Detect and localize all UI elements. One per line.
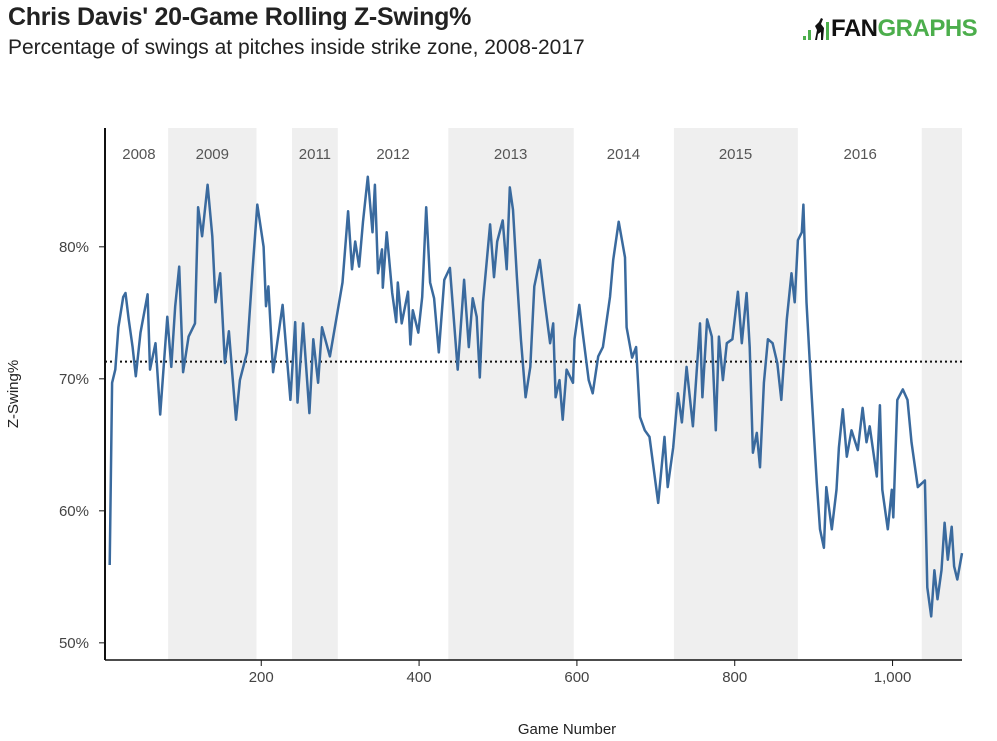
logo-text-fan: FAN xyxy=(831,15,878,42)
season-label-2008: 2008 xyxy=(122,146,155,163)
season-band-2011 xyxy=(292,128,338,660)
season-label-2013: 2013 xyxy=(494,146,527,163)
logo-text-graphs: GRAPHS xyxy=(877,15,978,42)
chart-title: Chris Davis' 20-Game Rolling Z-Swing% xyxy=(8,3,471,31)
season-label-2011: 2011 xyxy=(299,146,331,163)
season-label-2012: 2012 xyxy=(376,146,409,163)
season-label-2016: 2016 xyxy=(844,146,877,163)
axes: 50% 60% 70% 80% 200 400 600 800 1,000 xyxy=(59,128,962,686)
batter-icon xyxy=(803,18,829,40)
season-band-2009 xyxy=(168,128,257,660)
y-tick-label: 70% xyxy=(59,371,89,388)
x-tick-label: 400 xyxy=(407,669,432,686)
series-line-z-swing xyxy=(108,175,964,618)
y-tick-label: 50% xyxy=(59,635,89,652)
season-label-2015: 2015 xyxy=(719,146,752,163)
season-label-2009: 2009 xyxy=(196,146,229,163)
x-tick-label: 1,000 xyxy=(874,669,912,686)
season-bands xyxy=(168,128,962,660)
season-band-2015 xyxy=(673,128,798,660)
season-band-2013 xyxy=(448,128,574,660)
y-axis-title: Z-Swing% xyxy=(5,360,22,428)
x-tick-label: 200 xyxy=(249,669,274,686)
season-label-2014: 2014 xyxy=(607,146,640,163)
x-tick-label: 600 xyxy=(564,669,589,686)
x-tick-label: 800 xyxy=(722,669,747,686)
season-labels: 2008 2009 2011 2012 2013 2014 2015 2016 xyxy=(122,146,877,163)
chart-subtitle: Percentage of swings at pitches inside s… xyxy=(8,36,585,59)
fangraphs-logo: FAN GRAPHS xyxy=(803,14,978,44)
x-axis-title: Game Number xyxy=(518,721,616,738)
y-tick-label: 80% xyxy=(59,239,89,256)
y-tick-label: 60% xyxy=(59,503,89,520)
